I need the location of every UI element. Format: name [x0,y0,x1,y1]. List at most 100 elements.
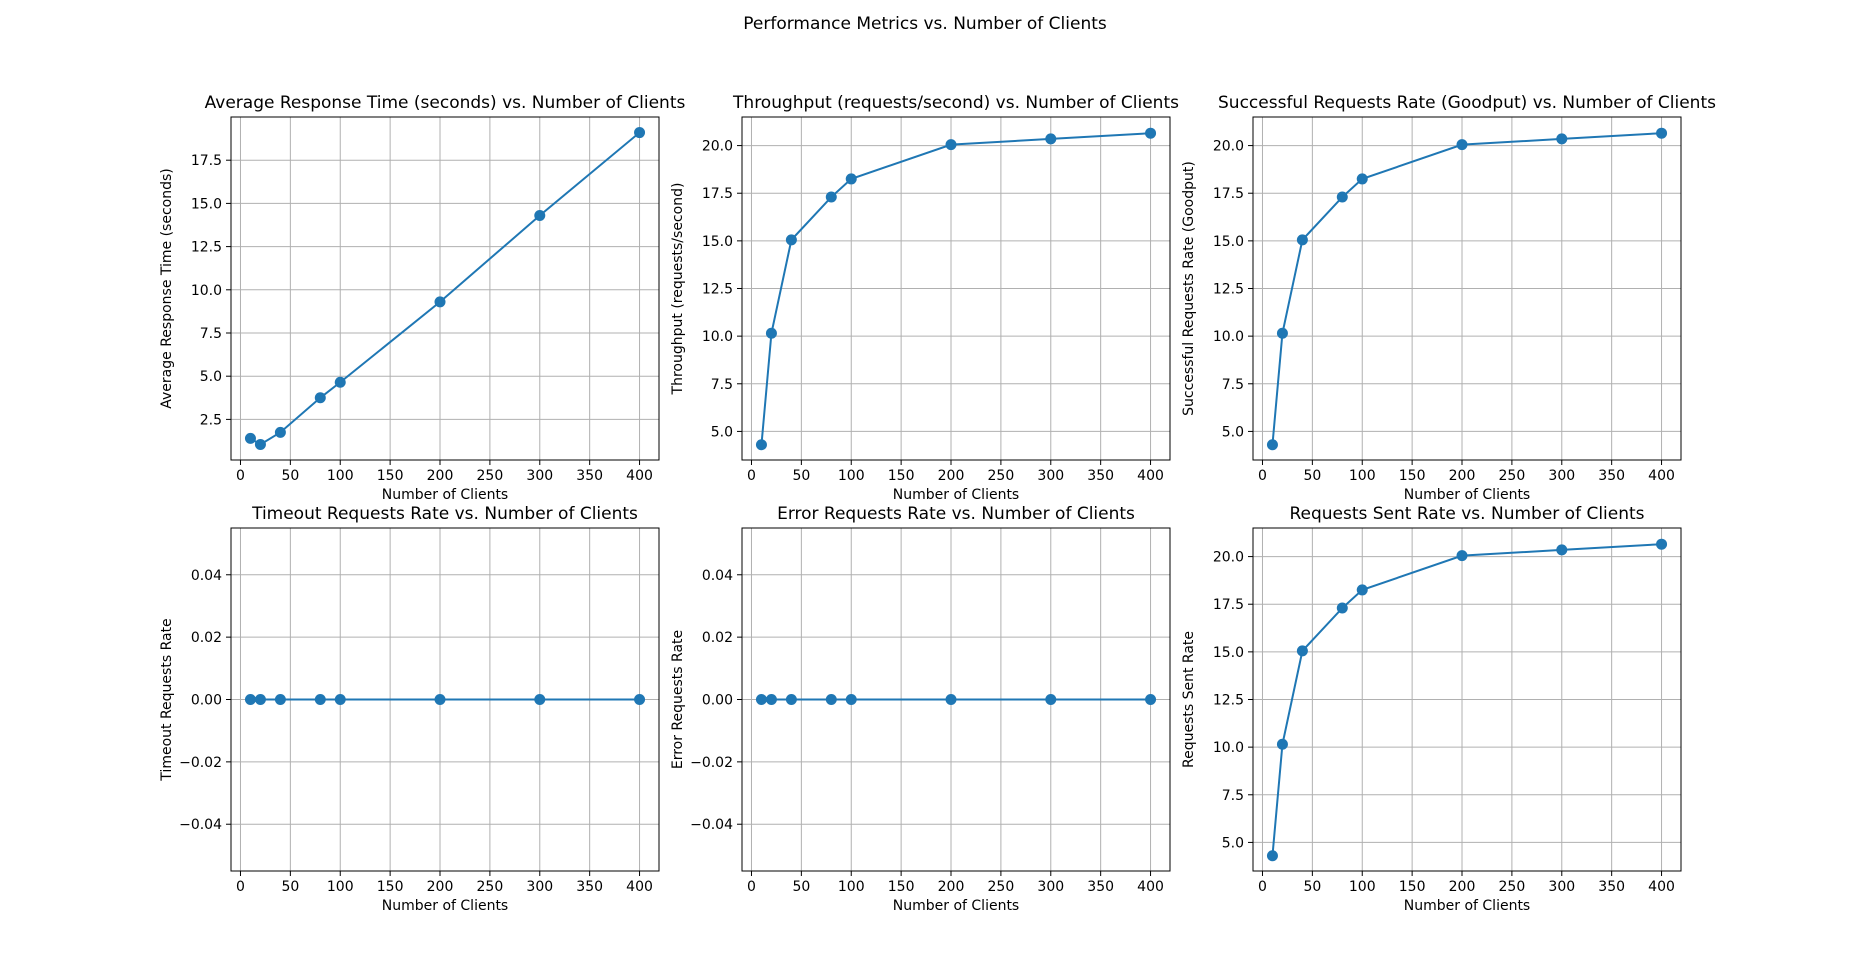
x-axis-label: Number of Clients [382,487,508,503]
data-point [825,694,837,705]
y-tick-label: 7.5 [1222,788,1244,804]
y-tick-label: 7.5 [1222,377,1244,393]
subplot-6: 0 50 100 150 200 250 300 350 400 5.0 7.5 10.0 12.5 15… [1181,504,1682,914]
data-point [1336,191,1348,203]
x-tick-label: 200 [938,468,965,484]
y-tick-label: 0.00 [191,693,222,709]
data-point [1356,173,1368,185]
y-tick-label: 15.0 [1213,234,1244,250]
y-axis-label: Requests Sent Rate [1181,631,1197,768]
subplot-title: Error Requests Rate vs. Number of Client… [777,504,1135,524]
y-tick-label: 17.5 [191,153,222,169]
data-point [434,296,446,308]
subplot-5: 0 50 100 150 200 250 300 350 400 −0.04 −0.02 0.00 0.… [670,504,1171,914]
x-tick-label: 150 [377,468,404,484]
y-tick-label: 0.04 [191,568,222,584]
data-point [1145,127,1157,139]
y-tick-label: 7.5 [200,326,222,342]
x-tick-label: 250 [988,879,1015,895]
x-tick-label: 200 [427,468,454,484]
y-tick-label: −0.02 [690,755,733,771]
x-axis-label: Number of Clients [893,898,1019,914]
y-tick-label: 12.5 [702,282,733,298]
data-point [845,173,857,185]
y-axis-label: Error Requests Rate [670,630,686,769]
x-tick-label: 150 [888,879,915,895]
figure-title: Performance Metrics vs. Number of Client… [743,14,1107,34]
x-tick-label: 50 [792,468,810,484]
x-tick-label: 100 [327,879,354,895]
x-tick-label: 50 [281,879,299,895]
data-point [314,694,326,705]
axes-frame [1252,527,1682,872]
x-tick-label: 350 [1598,879,1625,895]
x-axis-label: Number of Clients [1404,487,1530,503]
y-tick-label: 15.0 [702,234,733,250]
x-tick-label: 350 [1087,468,1114,484]
data-point [314,392,326,404]
data-point [1045,694,1057,705]
y-tick-label: 12.5 [191,240,222,256]
data-point [1296,645,1308,657]
x-tick-label: 400 [1137,879,1164,895]
y-tick-label: 0.02 [702,630,733,646]
y-tick-label: 5.0 [200,369,222,385]
x-tick-label: 0 [1258,879,1267,895]
data-point [254,694,266,705]
data-point [1276,327,1288,339]
data-point [845,694,857,705]
data-point [244,694,256,705]
data-point [1456,139,1468,151]
y-tick-label: −0.04 [179,817,222,833]
x-tick-label: 350 [1598,468,1625,484]
axes-frame [230,116,660,461]
x-tick-label: 0 [236,879,245,895]
x-tick-label: 100 [1349,468,1376,484]
x-tick-label: 250 [1499,468,1526,484]
series-line [1271,132,1662,445]
y-tick-label: 0.02 [191,630,222,646]
data-point [785,694,797,705]
y-tick-label: 20.0 [1213,550,1244,566]
subplot-title: Successful Requests Rate (Goodput) vs. N… [1218,93,1716,113]
x-tick-label: 150 [1399,468,1426,484]
data-point [825,191,837,203]
x-tick-label: 50 [1303,879,1321,895]
data-point [1336,602,1348,614]
subplot-title: Throughput (requests/second) vs. Number … [732,93,1179,113]
data-point [1456,550,1468,562]
x-tick-label: 100 [327,468,354,484]
x-tick-label: 150 [888,468,915,484]
data-point [434,694,446,705]
data-point [1656,538,1668,550]
y-tick-label: 15.0 [191,196,222,212]
x-tick-label: 250 [477,468,504,484]
y-tick-label: 12.5 [1213,693,1244,709]
data-point [1356,584,1368,596]
y-tick-label: 20.0 [702,139,733,155]
y-tick-label: −0.02 [179,755,222,771]
x-tick-label: 100 [838,468,865,484]
data-point [785,234,797,246]
x-tick-label: 250 [1499,879,1526,895]
x-tick-label: 300 [1548,879,1575,895]
x-tick-label: 300 [526,468,553,484]
y-axis-label: Average Response Time (seconds) [159,168,175,409]
y-tick-label: 5.0 [1222,835,1244,851]
x-tick-label: 350 [576,468,603,484]
data-point [1296,234,1308,246]
y-tick-label: 12.5 [1213,282,1244,298]
subplot-title: Timeout Requests Rate vs. Number of Clie… [251,504,638,524]
subplot-3: 0 50 100 150 200 250 300 350 400 5.0 7.5 10.0 12.5 15… [1181,93,1716,503]
x-tick-label: 200 [1449,879,1476,895]
data-point [1556,133,1568,145]
data-point [945,139,957,151]
data-point [634,694,646,705]
data-point [765,694,777,705]
subplot-4: 0 50 100 150 200 250 300 350 400 −0.04 −0.02 0.00 0.… [159,504,660,914]
y-axis-label: Timeout Requests Rate [159,618,175,781]
x-tick-label: 250 [477,879,504,895]
data-point [755,694,767,705]
y-tick-label: 17.5 [1213,186,1244,202]
y-tick-label: 7.5 [711,377,733,393]
